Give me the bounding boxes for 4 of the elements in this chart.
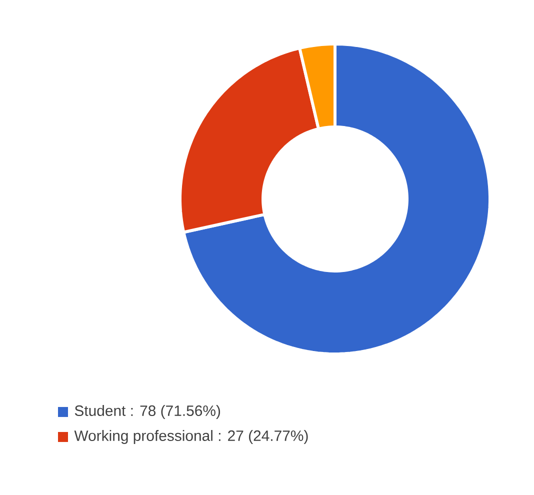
legend-label: Working professional <box>74 430 212 444</box>
data-label: : 27 (24.77%) <box>218 430 308 444</box>
data-label: : 78 (71.56%) <box>131 405 220 419</box>
legend-label: Student <box>74 405 126 416</box>
